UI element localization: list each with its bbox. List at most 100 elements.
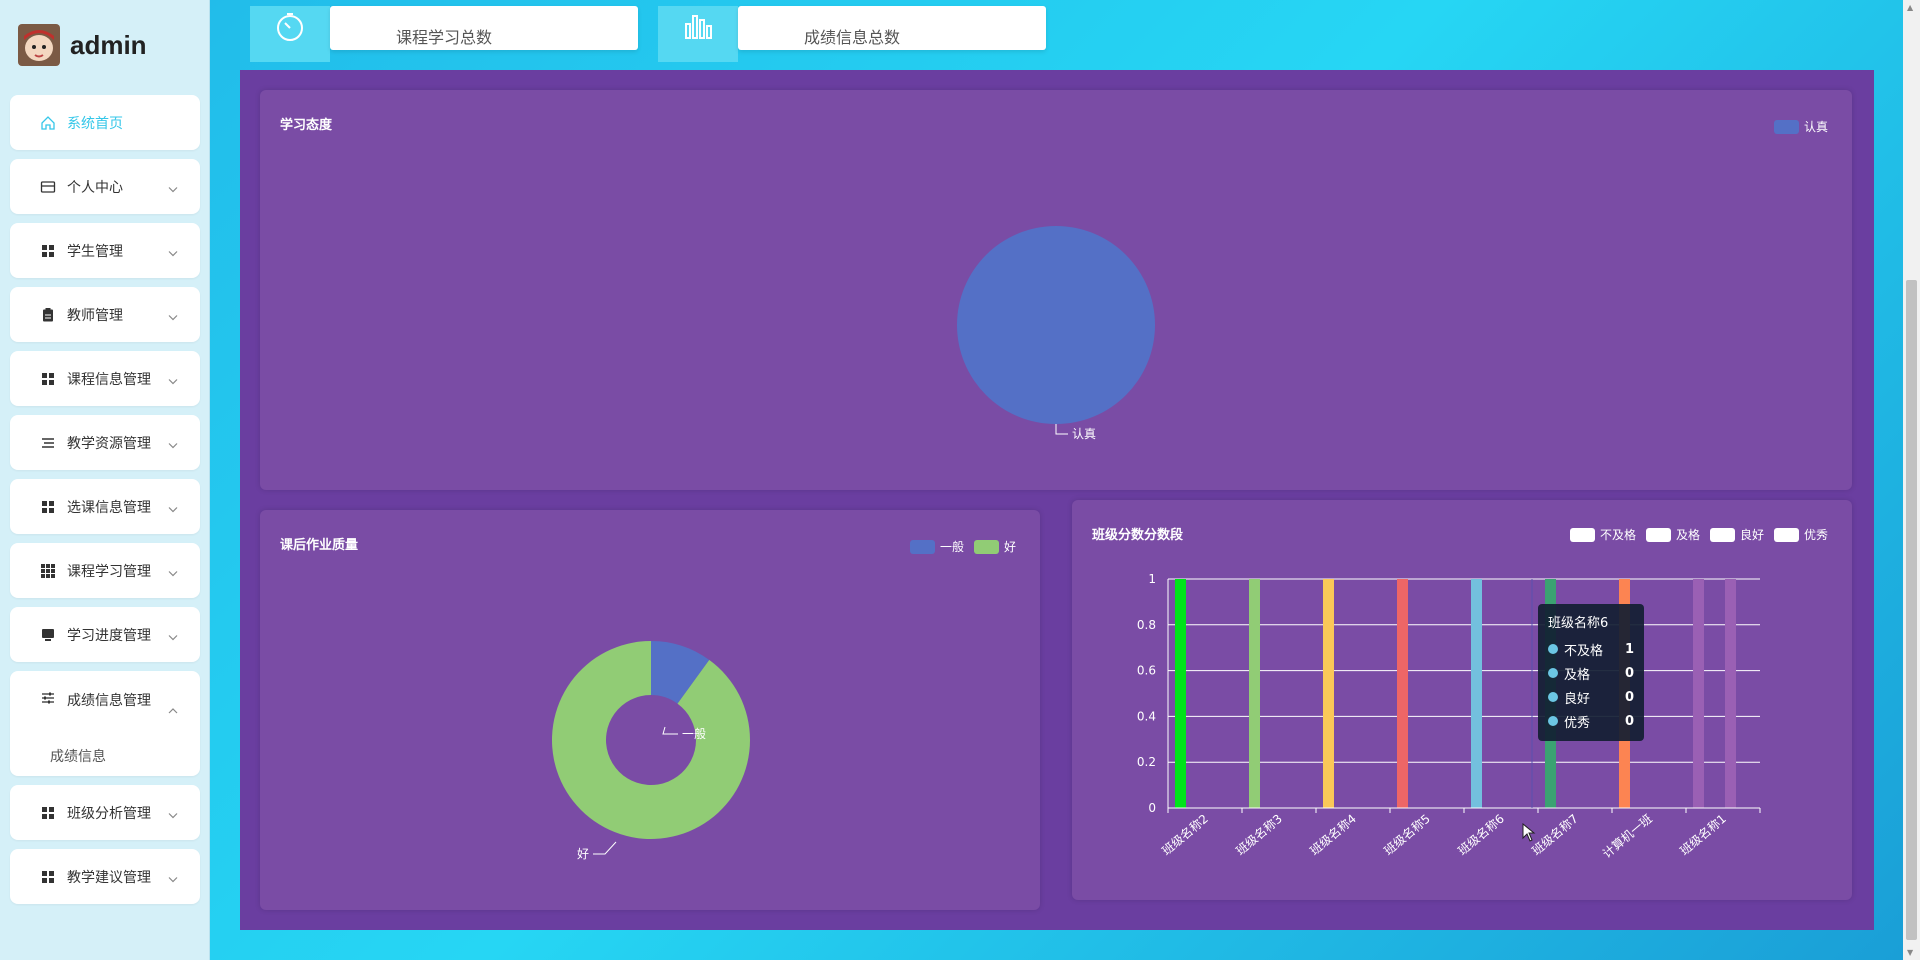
chevron-down-icon[interactable]	[168, 497, 178, 516]
tooltip-value: 0	[1624, 665, 1634, 681]
chevron-down-icon[interactable]	[168, 305, 178, 324]
sidebar-menu: 系统首页个人中心学生管理教师管理课程信息管理 教学资源管理选课信息管理课程学习管理…	[10, 95, 200, 913]
bar[interactable]	[1725, 579, 1736, 808]
chart-title: 学习态度	[280, 118, 333, 133]
legend-label: 认真	[1803, 120, 1828, 134]
tooltip-name: 不及格	[1564, 643, 1604, 659]
bar-chart-icon	[658, 6, 738, 62]
sidebar-item[interactable]: 教学建议管理	[10, 849, 200, 904]
pie-label: 认真	[1072, 427, 1096, 441]
y-tick-label: 0.8	[1137, 618, 1156, 632]
tooltip-value: 1	[1624, 641, 1634, 657]
donut-chart: 一般 好	[551, 641, 750, 861]
grid-icon	[40, 243, 56, 259]
chevron-up-icon[interactable]	[168, 699, 178, 718]
legend-label: 优秀	[1803, 528, 1828, 542]
chevron-down-icon[interactable]	[168, 867, 178, 886]
label-line	[593, 841, 617, 855]
bar[interactable]	[1175, 579, 1186, 808]
card-icon	[40, 179, 56, 195]
home-icon	[40, 115, 56, 131]
chart-tooltip: 班级名称6 不及格 1 及格 0 良好 0 优秀 0	[1538, 604, 1644, 741]
page-scrollbar[interactable]: ▲ ▼	[1903, 0, 1920, 960]
sidebar-item[interactable]: 教学资源管理	[10, 415, 200, 470]
x-tick-label: 班级名称1	[1677, 811, 1729, 858]
pie-slice[interactable]	[957, 226, 1155, 424]
label-line	[1055, 424, 1068, 435]
sidebar-item[interactable]: 系统首页	[10, 95, 200, 150]
legend-item[interactable]: 认真	[1773, 118, 1828, 135]
clipboard-icon	[40, 307, 56, 323]
sidebar-item[interactable]: 成绩信息管理成绩信息	[10, 671, 200, 776]
donut-label: 一般	[682, 726, 706, 741]
stat-card-score-info[interactable]: 成绩信息总数	[738, 6, 1046, 50]
homework-quality-card: 课后作业质量 一般 好 一般 好	[260, 510, 1040, 910]
legend-item[interactable]: 好	[973, 538, 1016, 555]
x-tick-label: 班级名称7	[1529, 811, 1581, 858]
bar[interactable]	[1693, 579, 1704, 808]
legend-swatch	[1569, 527, 1595, 542]
legend-swatch	[1709, 527, 1735, 542]
legend-label: 好	[1003, 540, 1016, 554]
sidebar-item[interactable]: 个人中心	[10, 159, 200, 214]
sidebar-item-label: 选课信息管理	[67, 499, 151, 516]
sidebar-item[interactable]: 班级分析管理	[10, 785, 200, 840]
legend-item[interactable]: 不及格	[1569, 526, 1636, 543]
tooltip-value: 0	[1624, 713, 1634, 729]
legend-item[interactable]: 良好	[1709, 526, 1764, 543]
legend-item[interactable]: 及格	[1645, 526, 1700, 543]
tooltip-row: 不及格 1	[1548, 637, 1634, 661]
chevron-down-icon[interactable]	[168, 803, 178, 822]
sidebar-item[interactable]: 学习进度管理	[10, 607, 200, 662]
scroll-down-icon[interactable]: ▼	[1907, 948, 1914, 957]
sidebar-subitem[interactable]: 成绩信息	[50, 749, 106, 765]
study-attitude-card: 学习态度 认真 认真	[260, 90, 1852, 490]
avatar[interactable]	[18, 24, 60, 66]
chart-legend: 认真	[1764, 118, 1828, 135]
class-score-card: 班级分数分数段 不及格 及格 良好 优秀 0 0.2 0.4 0.6 0.8 1 班级名称2…	[1072, 500, 1852, 900]
chevron-down-icon[interactable]	[168, 561, 178, 580]
chevron-down-icon[interactable]	[168, 433, 178, 452]
sidebar-item[interactable]: 教师管理	[10, 287, 200, 342]
list-icon	[40, 435, 56, 451]
bar[interactable]	[1471, 579, 1482, 808]
sidebar-item[interactable]: 课程学习管理	[10, 543, 200, 598]
bar[interactable]	[1397, 579, 1408, 808]
chevron-down-icon[interactable]	[168, 241, 178, 260]
stat-label: 成绩信息总数	[804, 28, 901, 47]
scroll-thumb[interactable]	[1906, 280, 1917, 940]
sidebar-item[interactable]: 课程信息管理	[10, 351, 200, 406]
sidebar-item[interactable]: 选课信息管理	[10, 479, 200, 534]
monitor-icon	[40, 627, 56, 643]
sidebar-item-label: 成绩信息管理	[67, 693, 151, 709]
donut-label: 好	[577, 847, 589, 861]
sidebar-item-label: 教师管理	[67, 307, 123, 324]
legend-item[interactable]: 优秀	[1773, 526, 1828, 543]
bar[interactable]	[1249, 579, 1260, 808]
chevron-down-icon[interactable]	[168, 625, 178, 644]
scroll-up-icon[interactable]: ▲	[1907, 3, 1914, 12]
donut-slice[interactable]	[551, 641, 750, 839]
grid-icon	[40, 805, 56, 821]
y-tick-label: 1	[1148, 572, 1156, 586]
x-tick-label: 班级名称3	[1233, 811, 1285, 858]
tooltip-name: 及格	[1564, 667, 1591, 683]
y-tick-label: 0	[1148, 801, 1156, 815]
tooltip-title: 班级名称6	[1548, 616, 1609, 631]
donut-slice[interactable]	[651, 641, 710, 704]
chevron-down-icon[interactable]	[168, 369, 178, 388]
sidebar-item-label: 系统首页	[67, 115, 123, 132]
tooltip-row: 优秀 0	[1548, 709, 1634, 733]
sidebar-item[interactable]: 学生管理	[10, 223, 200, 278]
stat-card-course-study[interactable]: 课程学习总数	[330, 6, 638, 50]
y-tick-label: 0.2	[1137, 755, 1156, 769]
tooltip-dot	[1548, 692, 1558, 702]
legend-item[interactable]: 一般	[909, 538, 964, 555]
tooltip-row: 及格 0	[1548, 661, 1634, 685]
mouse-cursor-icon	[1522, 823, 1536, 842]
chevron-down-icon[interactable]	[168, 177, 178, 196]
dashboard-panel: 学习态度 认真 认真 课后作业质量 一般 好 一般	[240, 70, 1874, 930]
bar[interactable]	[1323, 579, 1334, 808]
sidebar-item-label: 个人中心	[67, 179, 123, 196]
